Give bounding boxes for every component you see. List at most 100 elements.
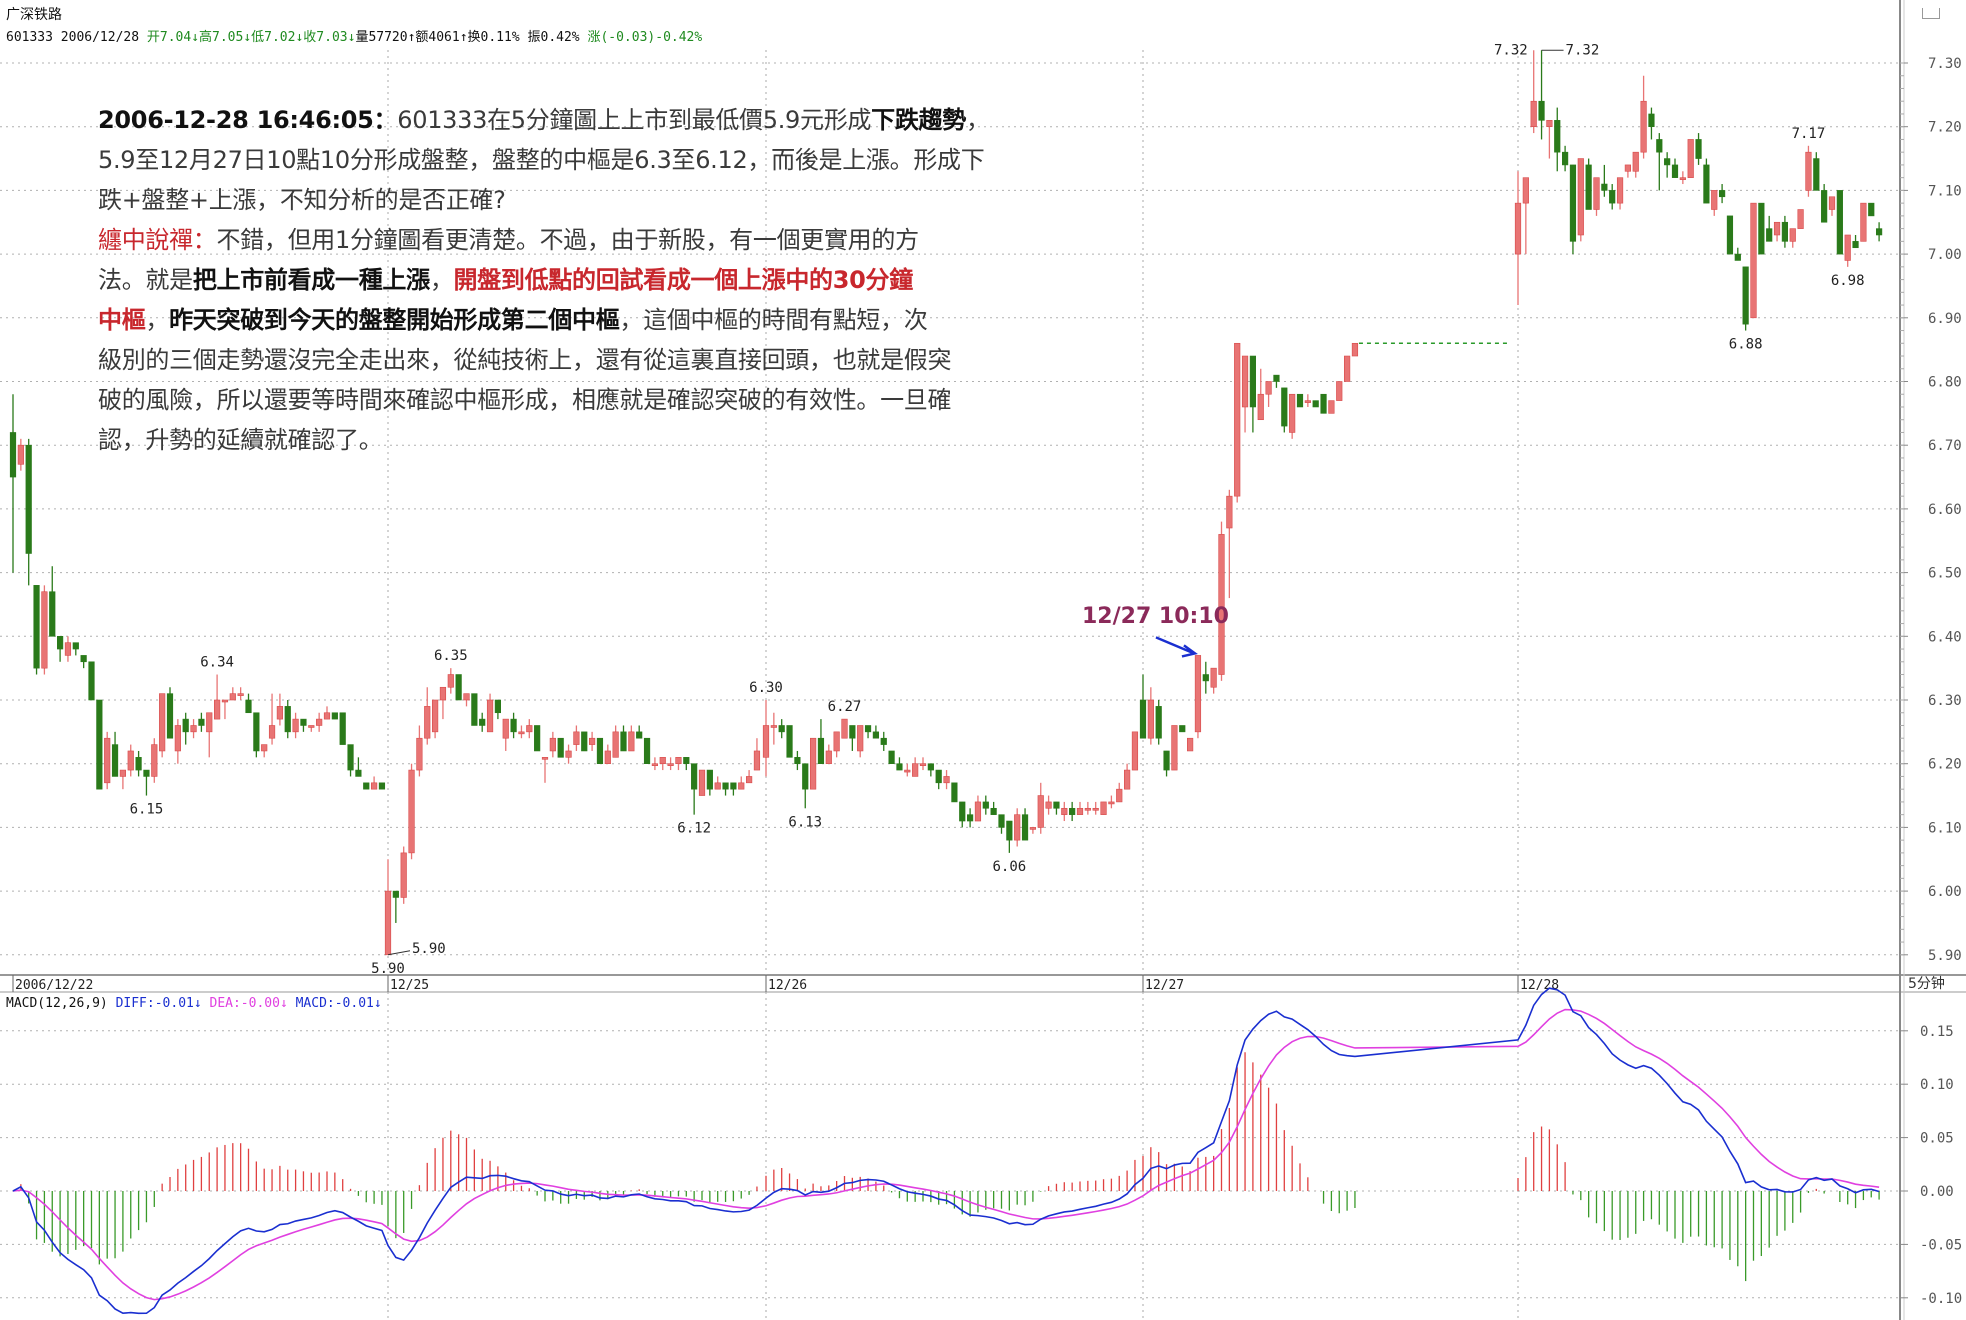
window-toggle-icon[interactable] [1922,8,1940,19]
candle [849,725,856,751]
candle [33,585,40,675]
candle [1789,228,1796,248]
candle [1750,202,1757,319]
candle [596,737,604,764]
candle-body [1351,342,1359,357]
candle-body [1328,400,1335,414]
candle [408,763,415,860]
candle [143,769,150,796]
candle-body [745,776,753,784]
candle-body [1281,387,1288,427]
candle-body [596,737,604,764]
candle-body [1624,164,1631,172]
candle [471,693,478,726]
candle-body [96,699,103,790]
note-line: 認，升勢的延續就確認了。 [98,420,1098,460]
candle [510,712,517,739]
candle [1585,158,1592,210]
candle [534,725,541,752]
price-tick-label: 6.50 [1928,566,1962,582]
candle [392,890,399,923]
note-segment: 跌+盤整+上漲，不知分析的是否正確? [98,186,506,214]
annotation-leader [387,950,411,956]
candle-body [896,763,903,771]
candle [1797,209,1804,229]
candle-body [1108,801,1115,805]
candle-body [25,444,32,554]
candle-body [1139,699,1147,739]
candle [276,693,284,726]
price-annotation: 6.35 [434,648,468,664]
candle [557,737,564,758]
macd-tick-label: 0.10 [1920,1077,1954,1093]
candle [1632,151,1639,178]
candle-body [849,725,856,739]
candle-body [620,731,627,752]
candle-body [111,744,119,777]
candle [526,719,533,739]
price-annotation: 6.98 [1831,273,1865,289]
candle [416,725,423,777]
price-tick-label: 5.90 [1928,948,1962,964]
candle-body [80,655,87,663]
candle-body [1289,393,1296,433]
candle-body [1210,667,1217,688]
candle [174,719,181,764]
note-segment: 認，升勢的延續就確認了。 [98,426,383,454]
candle-body [1671,164,1679,178]
candle-body [72,642,79,650]
candle [1852,234,1859,249]
candle-body [786,725,793,758]
candle [1014,808,1021,847]
candle-body [1116,788,1123,803]
candle [447,668,454,694]
candle [363,782,370,790]
note-segment: 法。就是 [98,266,193,294]
candle-body [1100,801,1107,815]
candle-body [817,737,825,764]
candle [64,636,72,662]
candle [308,725,315,732]
candle-body [872,731,879,739]
candle-body [974,801,982,822]
note-segment: 開盤到低點的回試看成一個上漲中的30分鐘 [453,266,914,294]
candle [237,687,244,700]
candle [541,757,549,783]
candle [463,693,470,707]
candle [1656,133,1663,191]
candle [1061,801,1068,822]
candle [581,731,588,752]
candle [1836,190,1843,255]
candle [1821,184,1828,223]
candle-body [49,591,56,637]
candle-body [1336,381,1343,401]
candle [284,700,291,739]
candle-body [355,769,362,777]
candle-body [378,782,386,790]
candle-body [691,763,698,790]
candle-body [604,750,611,765]
candle-body [439,686,447,701]
candle [159,693,166,758]
candle [817,719,825,764]
candle [872,725,879,739]
candle [1257,368,1264,421]
candle [943,770,950,790]
candle [833,731,840,758]
macd-legend-item: MACD(12,26,9) [6,996,116,1011]
candle-body [1828,196,1836,210]
candle [1546,120,1553,159]
candle-body [17,444,24,465]
candle [378,782,386,790]
candle-body [1202,674,1209,682]
candle-body [825,750,832,765]
candle [1241,355,1249,433]
candle-body [1296,393,1304,408]
candle [927,763,934,777]
candle-body [636,731,643,739]
price-tick-label: 7.30 [1928,56,1962,72]
note-segment: 601333在5分鐘圖上上市到最低價5.9元形成 [397,106,872,134]
candle [229,687,236,701]
candle-body [1257,393,1264,421]
